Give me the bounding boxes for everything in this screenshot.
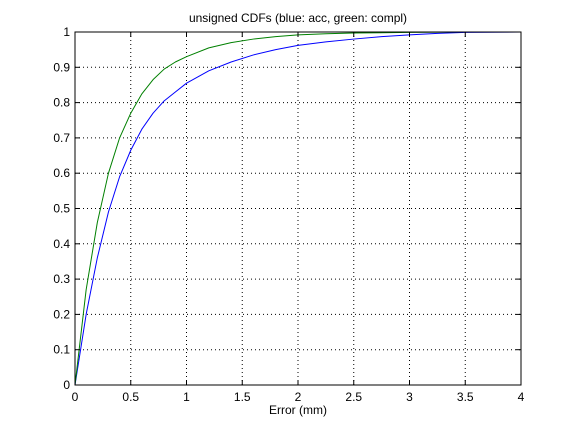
y-tick-label: 0.1 (53, 343, 70, 357)
x-tick-label: 2.5 (345, 390, 362, 404)
x-tick-labels: 0 0.5 1 1.5 2 2.5 3 3.5 4 (72, 390, 525, 404)
y-tick-label: 0 (63, 378, 70, 392)
x-tick-label: 0.5 (122, 390, 139, 404)
x-tick-label: 3.5 (457, 390, 474, 404)
y-tick-label: 0.5 (53, 202, 70, 216)
y-tick-label: 0.8 (53, 96, 70, 110)
series-line-acc (74, 31, 522, 386)
y-tick-label: 0.4 (53, 237, 70, 251)
x-tick-label: 0 (72, 390, 79, 404)
x-tick-label: 2 (295, 390, 302, 404)
y-tick-label: 0.2 (53, 307, 70, 321)
y-tick-label: 0.3 (53, 272, 70, 286)
y-tick-label: 0.6 (53, 166, 70, 180)
y-tick-label: 0.9 (53, 60, 70, 74)
y-tick-label: 0.7 (53, 131, 70, 145)
x-tick-label: 1 (183, 390, 190, 404)
axis-ticks (74, 31, 522, 386)
grid-lines (75, 32, 521, 385)
y-tick-label: 1 (63, 25, 70, 39)
series-lines (74, 31, 522, 386)
chart-title: unsigned CDFs (blue: acc, green: compl) (189, 11, 407, 25)
x-tick-label: 1.5 (234, 390, 251, 404)
y-tick-labels: 0 0.1 0.2 0.3 0.4 0.5 0.6 0.7 0.8 0.9 1 (53, 25, 70, 392)
series-line-compl (74, 31, 521, 386)
x-tick-label: 3 (406, 390, 413, 404)
x-tick-label: 4 (518, 390, 525, 404)
x-axis-label: Error (mm) (269, 403, 327, 417)
